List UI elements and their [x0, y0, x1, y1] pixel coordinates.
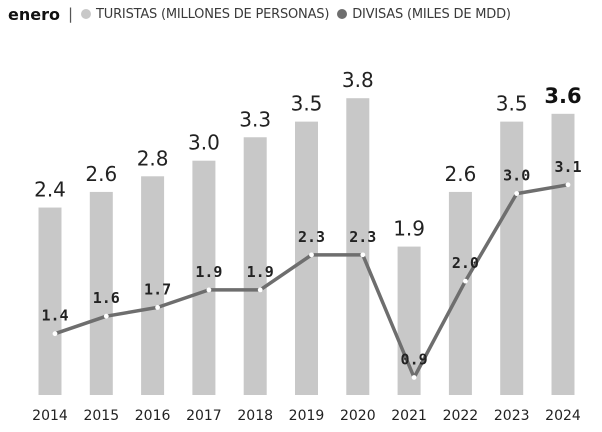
chart-title: enero: [8, 4, 60, 24]
bar-2015: [89, 191, 113, 395]
x-tick-label-2023: 2023: [494, 408, 530, 424]
point-2019: [309, 252, 314, 258]
bar-value-label-2014: 2.4: [34, 178, 66, 202]
x-tick-label-2024: 2024: [545, 408, 581, 424]
bar-value-label-2018: 3.3: [239, 107, 271, 131]
legend-separator: |: [67, 5, 74, 23]
legend-swatch-turistas: [81, 9, 92, 19]
x-tick-label-2020: 2020: [340, 408, 376, 424]
point-2015: [103, 313, 109, 319]
line-value-label-2024: 3.1: [554, 158, 581, 176]
x-tick-label-2022: 2022: [443, 408, 479, 424]
bar-2016: [141, 176, 165, 395]
bar-value-label-2020: 3.8: [342, 68, 374, 92]
line-value-label-2021: 0.9: [401, 350, 428, 368]
legend-item-turistas: TURISTAS (MILLONES DE PERSONAS): [81, 7, 329, 22]
bar-2014: [38, 207, 62, 395]
point-2014: [52, 331, 58, 337]
bar-value-label-2022: 2.6: [444, 162, 476, 186]
point-2016: [155, 305, 161, 310]
bar-value-label-2016: 2.8: [137, 146, 169, 170]
x-tick-label-2016: 2016: [135, 408, 171, 424]
bar-value-label-2021: 1.9: [393, 217, 425, 241]
line-value-label-2014: 1.4: [41, 307, 68, 325]
point-2018: [257, 287, 263, 293]
line-value-label-2015: 1.6: [93, 289, 120, 307]
bar-value-label-2023: 3.5: [496, 92, 528, 116]
legend-item-divisas: DIVISAS (MILES DE MDD): [337, 7, 511, 22]
legend-swatch-divisas: [337, 9, 348, 19]
bar-value-label-2019: 3.5: [291, 92, 323, 116]
line-value-label-2022: 2.0: [452, 254, 479, 272]
bar-2023: [500, 121, 524, 395]
line-value-label-2017: 1.9: [195, 263, 222, 281]
bar-value-label-2015: 2.6: [85, 162, 117, 186]
line-value-label-2023: 3.0: [503, 167, 530, 185]
point-2021: [411, 375, 417, 380]
bar-2024: [551, 113, 575, 396]
line-value-label-2020: 2.3: [349, 228, 376, 246]
bar-2020: [346, 98, 370, 395]
x-tick-label-2019: 2019: [289, 408, 325, 424]
legend-label-divisas: DIVISAS (MILES DE MDD): [352, 6, 511, 22]
bar-value-label-2024: 3.6: [544, 84, 581, 108]
x-tick-label-2017: 2017: [186, 408, 222, 424]
legend: enero | TURISTAS (MILLONES DE PERSONAS) …: [8, 3, 519, 25]
bar-value-label-2017: 3.0: [188, 131, 220, 155]
x-tick-label-2015: 2015: [83, 408, 119, 424]
line-value-label-2016: 1.7: [144, 280, 171, 298]
line-value-label-2018: 1.9: [247, 263, 274, 281]
bar-2021: [397, 246, 421, 395]
bar-2018: [243, 137, 267, 395]
x-tick-label-2021: 2021: [391, 408, 427, 424]
line-value-label-2019: 2.3: [298, 228, 325, 246]
bar-2017: [192, 160, 216, 395]
x-tick-label-2018: 2018: [237, 408, 273, 424]
point-2023: [514, 191, 520, 196]
point-2024: [565, 182, 571, 188]
point-2017: [206, 287, 212, 293]
point-2022: [463, 278, 468, 284]
point-2020: [360, 252, 366, 258]
legend-label-turistas: TURISTAS (MILLONES DE PERSONAS): [96, 6, 330, 22]
x-tick-label-2014: 2014: [32, 408, 68, 424]
